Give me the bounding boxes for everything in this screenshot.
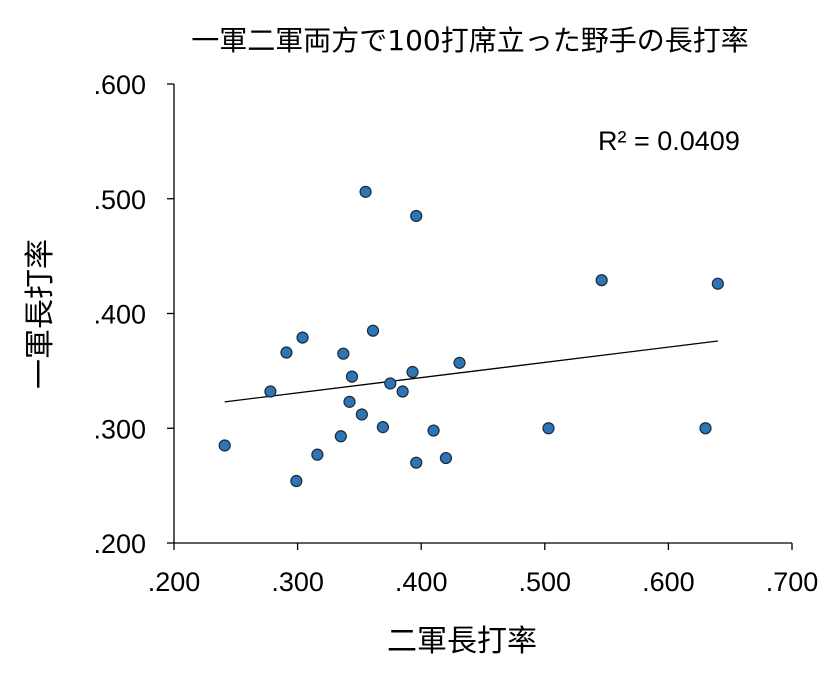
data-point <box>343 395 356 408</box>
y-tick-label: .500 <box>93 185 146 215</box>
data-point <box>337 347 350 360</box>
data-point <box>406 365 419 379</box>
y-axis-label: 一軍長打率 <box>23 239 58 389</box>
data-point <box>376 421 389 434</box>
data-points <box>218 185 724 488</box>
x-tick-label: .500 <box>519 567 572 597</box>
data-point <box>366 324 380 337</box>
data-point <box>264 385 277 398</box>
x-tick-label: .300 <box>271 567 324 597</box>
data-point <box>410 456 423 469</box>
data-point <box>595 274 608 287</box>
chart-title: 一軍二軍両方で100打席立った野手の長打率 <box>191 24 748 57</box>
data-point <box>439 451 453 465</box>
data-point <box>542 422 555 435</box>
data-point <box>280 346 293 359</box>
data-point <box>355 408 368 421</box>
x-axis-ticks: .200 .300 .400 .500 .600 .700 <box>148 543 819 597</box>
y-tick-label: .200 <box>93 529 146 559</box>
data-point <box>384 377 397 390</box>
data-point <box>711 277 724 290</box>
x-axis-label: 二軍長打率 <box>387 624 537 659</box>
x-tick-label: .700 <box>766 567 819 597</box>
data-point <box>396 385 409 398</box>
y-axis-ticks: .200 .300 .400 .500 .600 <box>93 70 174 559</box>
x-tick-label: .200 <box>148 567 201 597</box>
x-tick-label: .400 <box>395 567 448 597</box>
y-tick-label: .400 <box>93 300 146 330</box>
data-point <box>427 424 440 437</box>
data-point <box>218 439 231 452</box>
y-tick-label: .600 <box>93 70 146 100</box>
r-squared-annotation: R² = 0.0409 <box>598 126 740 156</box>
data-point <box>345 370 359 383</box>
data-point <box>699 422 712 435</box>
x-tick-label: .600 <box>642 567 695 597</box>
data-point <box>296 331 309 344</box>
data-point <box>453 356 466 369</box>
data-point <box>334 430 347 443</box>
trendline <box>224 340 718 403</box>
data-point <box>311 448 324 461</box>
data-point <box>290 474 303 488</box>
data-point <box>410 209 423 223</box>
y-tick-label: .300 <box>93 414 146 444</box>
data-point <box>359 185 372 198</box>
